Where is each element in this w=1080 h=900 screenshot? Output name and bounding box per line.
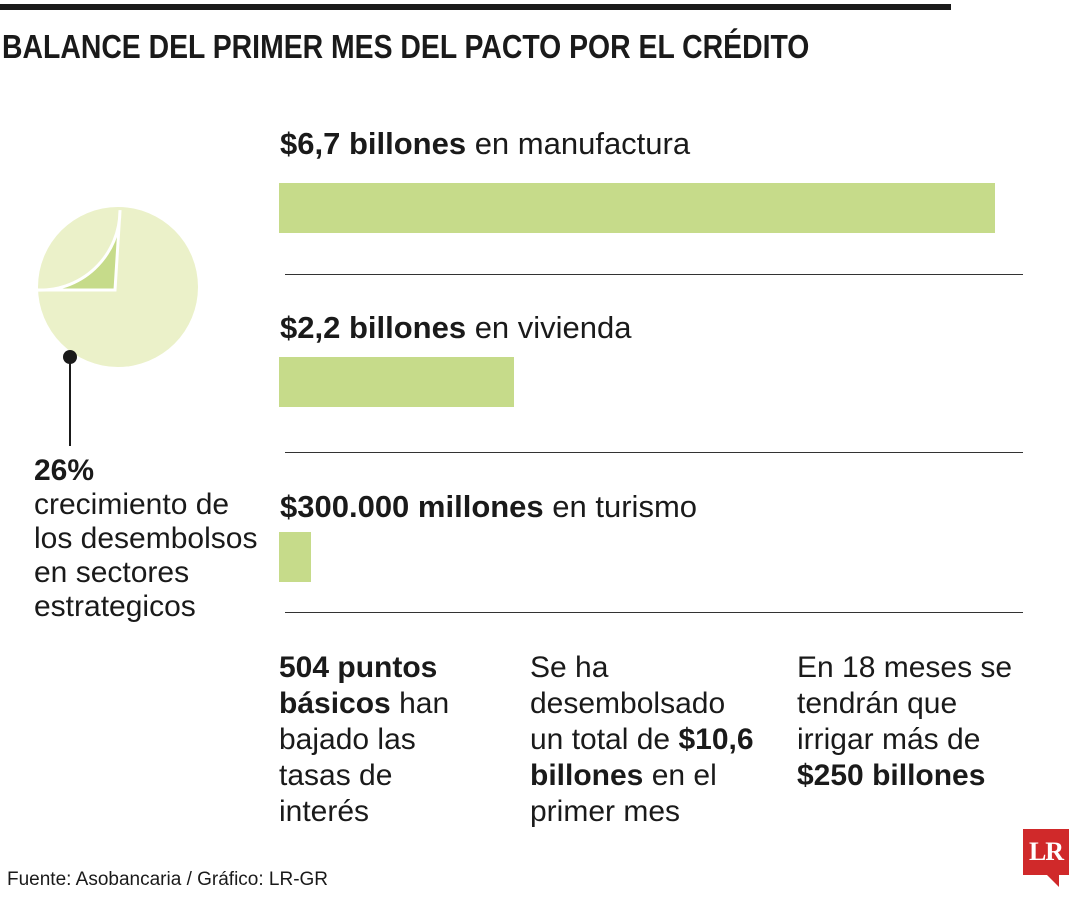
lr-logo-mark: LR	[1023, 829, 1069, 875]
top-rule	[0, 4, 951, 10]
source-note: Fuente: Asobancaria / Gráfico: LR-GR	[7, 869, 329, 890]
bar-category: en vivienda	[466, 310, 632, 345]
block-bold: $10,6 billones	[530, 723, 754, 792]
lr-logo-tail	[1047, 875, 1059, 887]
leader-line	[69, 356, 71, 446]
divider	[285, 274, 1023, 275]
growth-pie	[34, 207, 198, 367]
block-text: en el primer mes	[530, 759, 717, 828]
block-text: han bajado las tasas de interés	[279, 687, 450, 828]
info-block-meses: En 18 meses se tendrán que irrigar más d…	[797, 650, 1032, 794]
growth-text: crecimiento de los desembolsos en sector…	[34, 488, 258, 623]
bar-turismo	[279, 532, 312, 582]
lr-logo: LR	[1023, 829, 1069, 887]
bar-amount: $2,2 billones	[280, 310, 467, 345]
pie-remainder	[38, 207, 198, 367]
bar-label-vivienda: $2,2 billones en vivienda	[280, 310, 632, 346]
chart-title: BALANCE DEL PRIMER MES DEL PACTO POR EL …	[2, 28, 810, 65]
bar-manufactura	[279, 183, 995, 233]
bar-category: en manufactura	[466, 126, 691, 161]
bar-track	[279, 532, 312, 582]
bar-label-manufactura: $6,7 billones en manufactura	[280, 126, 690, 162]
bar-category: en turismo	[543, 489, 698, 524]
growth-stat: 26% crecimiento de los desembolsos en se…	[34, 454, 264, 624]
block-bold: 504 puntos básicos	[279, 651, 438, 720]
divider	[285, 612, 1023, 613]
pie-slice-growth	[34, 210, 122, 292]
bar-amount: $300.000 millones	[280, 489, 544, 524]
bar-track	[279, 357, 515, 407]
divider	[285, 452, 1023, 453]
block-text: Se ha desembolsado un total de	[530, 651, 726, 756]
block-bold: $250 billones	[797, 759, 986, 792]
info-block-desembolsado: Se ha desembolsado un total de $10,6 bil…	[530, 650, 755, 830]
growth-value: 26%	[34, 454, 95, 487]
block-text: En 18 meses se tendrán que irrigar más d…	[797, 651, 1013, 756]
bar-amount: $6,7 billones	[280, 126, 467, 161]
bar-track	[279, 183, 995, 233]
bar-vivienda	[279, 357, 515, 407]
bar-label-turismo: $300.000 millones en turismo	[280, 489, 697, 525]
info-block-puntos: 504 puntos básicos han bajado las tasas …	[279, 650, 479, 830]
